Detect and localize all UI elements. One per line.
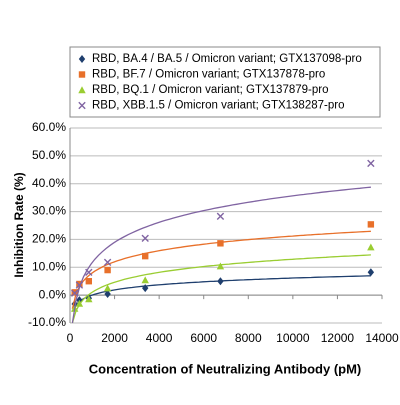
legend-marker bbox=[78, 101, 86, 110]
point bbox=[217, 277, 224, 286]
point bbox=[142, 284, 149, 293]
point bbox=[75, 299, 84, 307]
legend-marker bbox=[78, 55, 86, 63]
x-axis-title: Concentration of Neutralizing Antibody (… bbox=[89, 361, 362, 376]
x-tick-label: 14000 bbox=[365, 331, 399, 345]
y-tick-label: 50.0% bbox=[32, 148, 66, 162]
point bbox=[367, 243, 375, 251]
legend-label: RBD, XBB.1.5 / Omicron variant; GTX13828… bbox=[92, 100, 344, 112]
y-tick-label: -10.0% bbox=[28, 315, 66, 329]
point bbox=[71, 289, 79, 297]
legend-marker bbox=[78, 71, 86, 78]
point bbox=[85, 278, 93, 285]
point bbox=[104, 290, 111, 299]
point bbox=[216, 262, 225, 270]
legend-marker bbox=[78, 86, 86, 94]
point bbox=[141, 234, 149, 243]
legend-box bbox=[69, 46, 381, 118]
trend-line bbox=[71, 186, 371, 324]
y-tick-label: 40.0% bbox=[32, 176, 66, 190]
point bbox=[103, 258, 112, 266]
y-axis-title: Inhibition Rate (%) bbox=[12, 172, 26, 277]
legend-label: RBD, BA.4 / BA.5 / Omicron variant; GTX1… bbox=[92, 53, 362, 65]
x-tick-label: 12000 bbox=[321, 331, 355, 345]
point bbox=[103, 284, 112, 292]
y-tick-label: 60.0% bbox=[32, 120, 66, 134]
x-tick-label: 10000 bbox=[276, 331, 310, 345]
point bbox=[216, 212, 225, 221]
x-tick-label: 6000 bbox=[190, 331, 217, 345]
point bbox=[367, 159, 375, 168]
x-tick-label: 4000 bbox=[146, 331, 173, 345]
y-tick-label: 30.0% bbox=[32, 204, 66, 218]
legend-label: RBD, BQ.1 / Omicron variant; GTX137879-p… bbox=[92, 84, 328, 96]
x-tick-label: 2000 bbox=[101, 331, 128, 345]
point bbox=[85, 295, 93, 303]
point bbox=[141, 276, 149, 284]
point bbox=[367, 221, 375, 228]
point bbox=[85, 268, 93, 276]
point bbox=[367, 268, 375, 277]
legend-label: RBD, BF.7 / Omicron variant; GTX137878-p… bbox=[92, 69, 325, 81]
point bbox=[104, 266, 111, 274]
x-tick-label: 8000 bbox=[235, 331, 262, 345]
point bbox=[142, 252, 149, 260]
y-tick-label: 0.0% bbox=[39, 287, 67, 301]
x-tick-label: 0 bbox=[67, 331, 74, 345]
point bbox=[76, 280, 83, 288]
point bbox=[75, 281, 84, 289]
point bbox=[217, 240, 224, 247]
y-tick-label: 10.0% bbox=[32, 259, 66, 273]
y-tick-label: 20.0% bbox=[32, 232, 66, 246]
